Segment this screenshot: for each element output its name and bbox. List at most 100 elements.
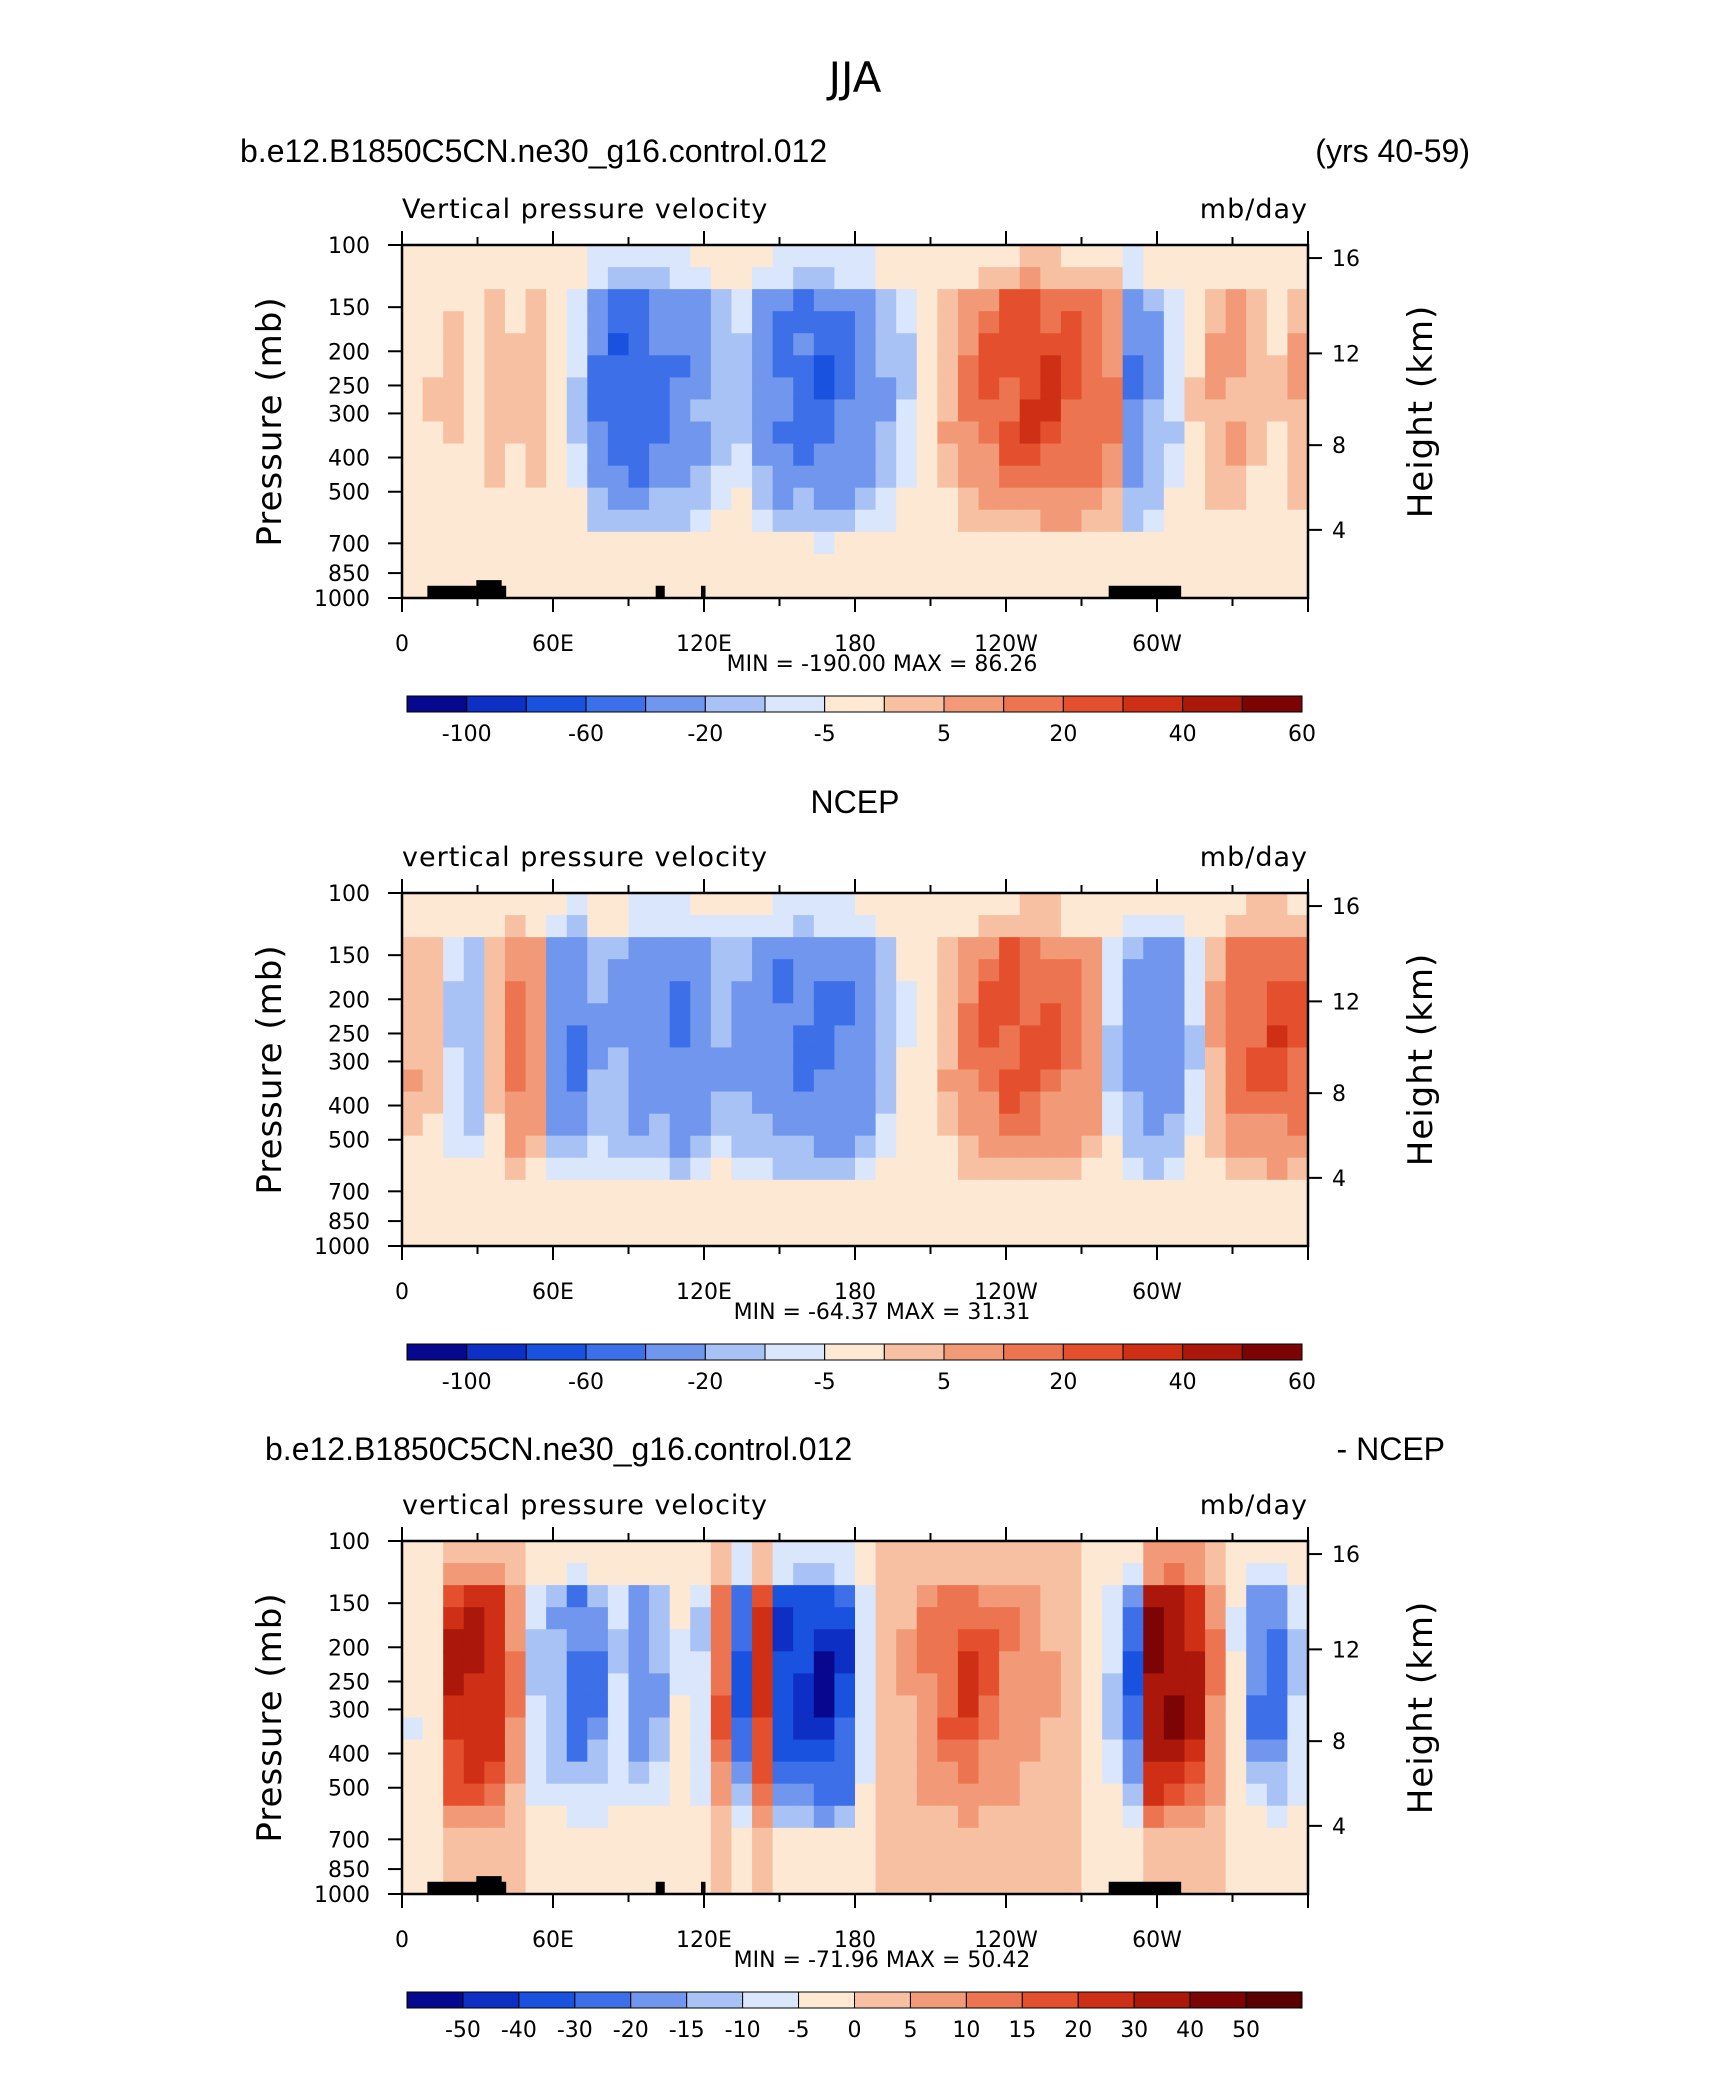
heatmap-cell: [402, 509, 424, 533]
heatmap-cell: [1225, 1157, 1247, 1181]
heatmap-cell: [690, 333, 712, 356]
heatmap-cell: [999, 333, 1021, 356]
heatmap-cell: [999, 421, 1021, 445]
heatmap-cell: [855, 1629, 877, 1652]
heatmap-cell: [422, 1157, 444, 1181]
panel-header-left: b.e12.B1850C5CN.ne30_g16.control.012: [265, 1431, 852, 1467]
heatmap-cell: [546, 1047, 568, 1071]
heatmap-cell: [422, 1849, 444, 1873]
heatmap-cell: [504, 1629, 527, 1652]
heatmap-cell: [772, 981, 794, 1004]
heatmap-cell: [1143, 1849, 1165, 1873]
heatmap-cell: [834, 915, 856, 938]
colorbar-swatch: [462, 1991, 520, 2009]
heatmap-cell: [443, 1157, 465, 1181]
heatmap-cell: [752, 1783, 774, 1807]
heatmap-cell: [546, 1849, 568, 1873]
heatmap-cell: [628, 443, 650, 467]
heatmap-cell: [1266, 377, 1289, 401]
heatmap-cell: [710, 267, 733, 290]
heatmap-cell: [463, 1563, 485, 1586]
heatmap-cell: [752, 1827, 774, 1851]
heatmap-cell: [566, 421, 588, 445]
heatmap-cell: [1040, 1003, 1062, 1026]
heatmap-cell: [978, 937, 1000, 960]
heatmap-cell: [855, 1541, 877, 1564]
heatmap-cell: [1060, 553, 1083, 577]
heatmap-cell: [1060, 937, 1083, 960]
heatmap-cell: [752, 1047, 774, 1071]
heatmap-cell: [463, 1157, 485, 1181]
heatmap-cell: [793, 1607, 815, 1630]
heatmap-cell: [1143, 1651, 1165, 1674]
heatmap-cell: [649, 465, 671, 489]
heatmap-cell: [484, 937, 506, 960]
heatmap-cell: [546, 509, 568, 533]
heatmap-cell: [546, 333, 568, 356]
heatmap-cell: [1060, 1047, 1083, 1071]
heatmap-cell: [607, 1025, 630, 1049]
heatmap-cell: [669, 355, 691, 378]
heatmap-cell: [1040, 267, 1062, 290]
heatmap-cell: [484, 531, 506, 555]
heatmap-cell: [772, 399, 794, 423]
heatmap-cell: [669, 981, 691, 1004]
heatmap-cell: [1102, 1761, 1124, 1785]
heatmap-cell: [1184, 1201, 1206, 1225]
colorbar-swatch: [1003, 1343, 1064, 1361]
heatmap-cell: [896, 1761, 918, 1785]
heatmap-cell: [1246, 1695, 1268, 1719]
heatmap-cell: [1225, 1607, 1247, 1630]
heatmap-cell: [813, 1695, 836, 1719]
heatmap-cell: [1266, 1135, 1289, 1159]
heatmap-cell: [402, 421, 424, 445]
heatmap-cell: [669, 1025, 691, 1049]
heatmap-cell: [834, 1717, 856, 1741]
heatmap-cell: [710, 1695, 733, 1719]
colorbar-label: 40: [1169, 1370, 1197, 1395]
heatmap-cell: [896, 1201, 918, 1225]
heatmap-cell: [628, 1739, 650, 1763]
heatmap-cell: [402, 355, 424, 378]
heatmap-cell: [855, 333, 877, 356]
heatmap-cell: [896, 399, 918, 423]
heatmap-cell: [628, 959, 650, 982]
heatmap-cell: [855, 1651, 877, 1674]
colorbar-label: 20: [1049, 1370, 1077, 1395]
heatmap-cell: [731, 1871, 753, 1895]
heatmap-cell: [669, 1157, 691, 1181]
heatmap-cell: [402, 575, 424, 599]
heatmap-cell: [525, 1827, 547, 1851]
heatmap-cell: [463, 421, 485, 445]
heatmap-cell: [1040, 1047, 1062, 1071]
heatmap-cell: [525, 1717, 547, 1741]
heatmap-cell: [731, 289, 753, 312]
heatmap-cell: [525, 1629, 547, 1652]
heatmap-cell: [1019, 1047, 1041, 1071]
heatmap-cell: [752, 487, 774, 511]
heatmap-cell: [1184, 1761, 1206, 1785]
heatmap-cell: [1102, 1849, 1124, 1873]
heatmap-cell: [463, 937, 485, 960]
heatmap-cell: [1060, 1563, 1083, 1586]
heatmap-cell: [978, 509, 1000, 533]
heatmap-cell: [1081, 893, 1103, 916]
heatmap-cell: [1184, 1091, 1206, 1115]
heatmap-cell: [1040, 1849, 1062, 1873]
heatmap-cell: [957, 1651, 980, 1674]
heatmap-cell: [1287, 1827, 1309, 1851]
heatmap-cell: [916, 509, 938, 533]
heatmap-cell: [1019, 937, 1041, 960]
heatmap-cell: [896, 421, 918, 445]
heatmap-cell: [443, 399, 465, 423]
heatmap-cell: [1205, 1223, 1227, 1247]
heatmap-cell: [896, 1739, 918, 1763]
heatmap-cell: [628, 1223, 650, 1247]
heatmap-cell: [566, 355, 588, 378]
heatmap-cell: [546, 1871, 568, 1895]
heatmap-cell: [504, 1047, 527, 1071]
y-tick-label: 200: [328, 988, 370, 1013]
heatmap-cell: [649, 1849, 671, 1873]
heatmap-cell: [649, 1695, 671, 1719]
heatmap-cell: [1060, 1585, 1083, 1608]
